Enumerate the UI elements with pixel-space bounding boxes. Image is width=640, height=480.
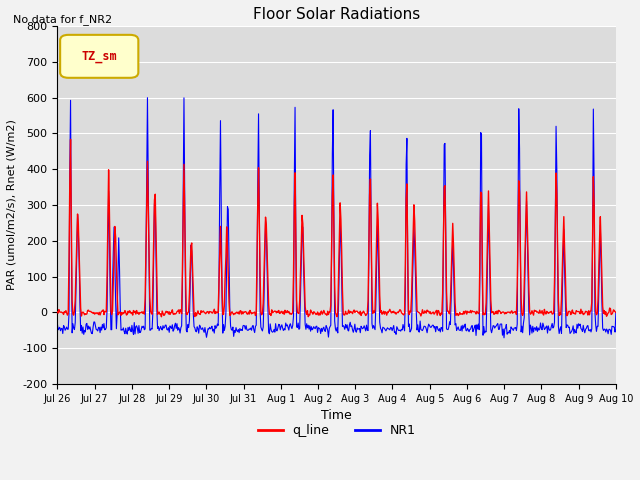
Line: q_line: q_line bbox=[58, 139, 616, 317]
NR1 bbox=[405, 321, 413, 327]
q_line bbox=[67, 136, 74, 142]
NR1 bbox=[500, 335, 508, 341]
q_line bbox=[54, 309, 61, 315]
NR1 bbox=[63, 326, 71, 332]
Y-axis label: PAR (umol/m2/s), Rnet (W/m2): PAR (umol/m2/s), Rnet (W/m2) bbox=[7, 120, 17, 290]
q_line bbox=[63, 312, 71, 318]
q_line bbox=[209, 310, 216, 316]
NR1 bbox=[54, 321, 61, 326]
q_line bbox=[122, 309, 129, 315]
NR1 bbox=[612, 310, 620, 315]
Legend: q_line, NR1: q_line, NR1 bbox=[253, 419, 420, 442]
Text: No data for f_NR2: No data for f_NR2 bbox=[13, 14, 112, 25]
q_line bbox=[179, 211, 187, 217]
q_line bbox=[422, 310, 430, 316]
FancyBboxPatch shape bbox=[60, 35, 138, 78]
q_line bbox=[612, 310, 620, 315]
NR1 bbox=[208, 324, 216, 329]
NR1 bbox=[121, 331, 129, 336]
q_line bbox=[406, 308, 414, 314]
NR1 bbox=[422, 324, 429, 330]
X-axis label: Time: Time bbox=[321, 409, 352, 422]
NR1 bbox=[179, 286, 186, 291]
Text: TZ_sm: TZ_sm bbox=[81, 50, 117, 63]
NR1 bbox=[143, 95, 151, 101]
Line: NR1: NR1 bbox=[58, 98, 616, 338]
Title: Floor Solar Radiations: Floor Solar Radiations bbox=[253, 7, 420, 22]
q_line bbox=[157, 314, 165, 320]
